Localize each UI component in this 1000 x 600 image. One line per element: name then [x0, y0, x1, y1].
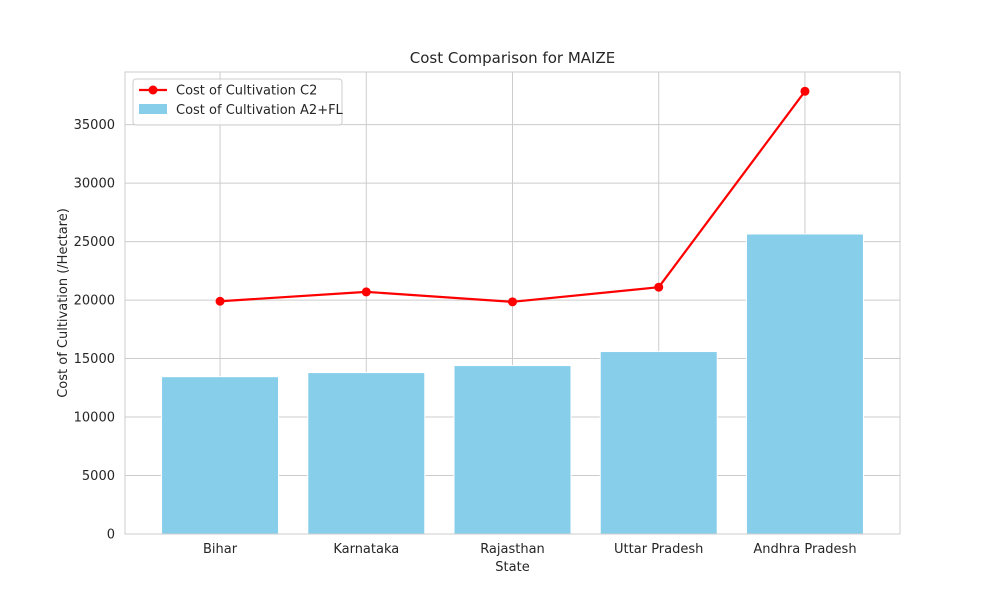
y-tick-label: 20000	[74, 294, 115, 309]
legend: Cost of Cultivation C2 Cost of Cultivati…	[132, 78, 344, 126]
plot-frame	[124, 71, 901, 535]
x-axis-label: State	[495, 560, 529, 575]
y-tick-label: 30000	[74, 177, 115, 192]
y-tick-label: 10000	[74, 411, 115, 426]
legend-bar-swatch	[139, 104, 167, 114]
line-marker	[508, 297, 517, 307]
legend-box	[132, 78, 343, 126]
legend-bar-label: Cost of Cultivation A2+FL	[176, 103, 344, 118]
x-tick-label: Andhra Pradesh	[753, 542, 856, 557]
x-tick-label: Rajasthan	[480, 542, 545, 557]
line-marker	[215, 296, 225, 306]
line-layer	[215, 86, 810, 307]
y-tick-label: 0	[107, 528, 115, 543]
y-tick-label: 35000	[74, 118, 115, 133]
line-marker	[800, 86, 810, 96]
line-marker	[361, 287, 371, 297]
x-tick-label: Bihar	[203, 542, 238, 557]
bar	[453, 365, 572, 535]
x-tick-label: Uttar Pradesh	[614, 542, 703, 557]
y-tick-label: 5000	[82, 469, 115, 484]
x-tick-label: Karnataka	[333, 542, 399, 557]
legend-line-marker	[148, 85, 158, 95]
y-tick-label: 25000	[74, 235, 115, 250]
line-marker	[654, 282, 664, 292]
chart-title: Cost Comparison for MAIZE	[410, 49, 615, 67]
bar	[161, 376, 280, 535]
bar	[745, 233, 864, 535]
bar	[599, 351, 718, 535]
legend-line-label: Cost of Cultivation C2	[176, 84, 317, 99]
y-tick-labels: 0 5000 10000 15000 20000 25000 30000 35000	[74, 118, 115, 542]
bar	[307, 372, 426, 535]
x-tick-labels: Bihar Karnataka Rajasthan Uttar Pradesh Andh…	[203, 542, 857, 557]
y-axis-label: Cost of Cultivation (/Hectare)	[56, 208, 71, 398]
y-tick-label: 15000	[74, 352, 115, 367]
bar-layer	[161, 233, 864, 535]
